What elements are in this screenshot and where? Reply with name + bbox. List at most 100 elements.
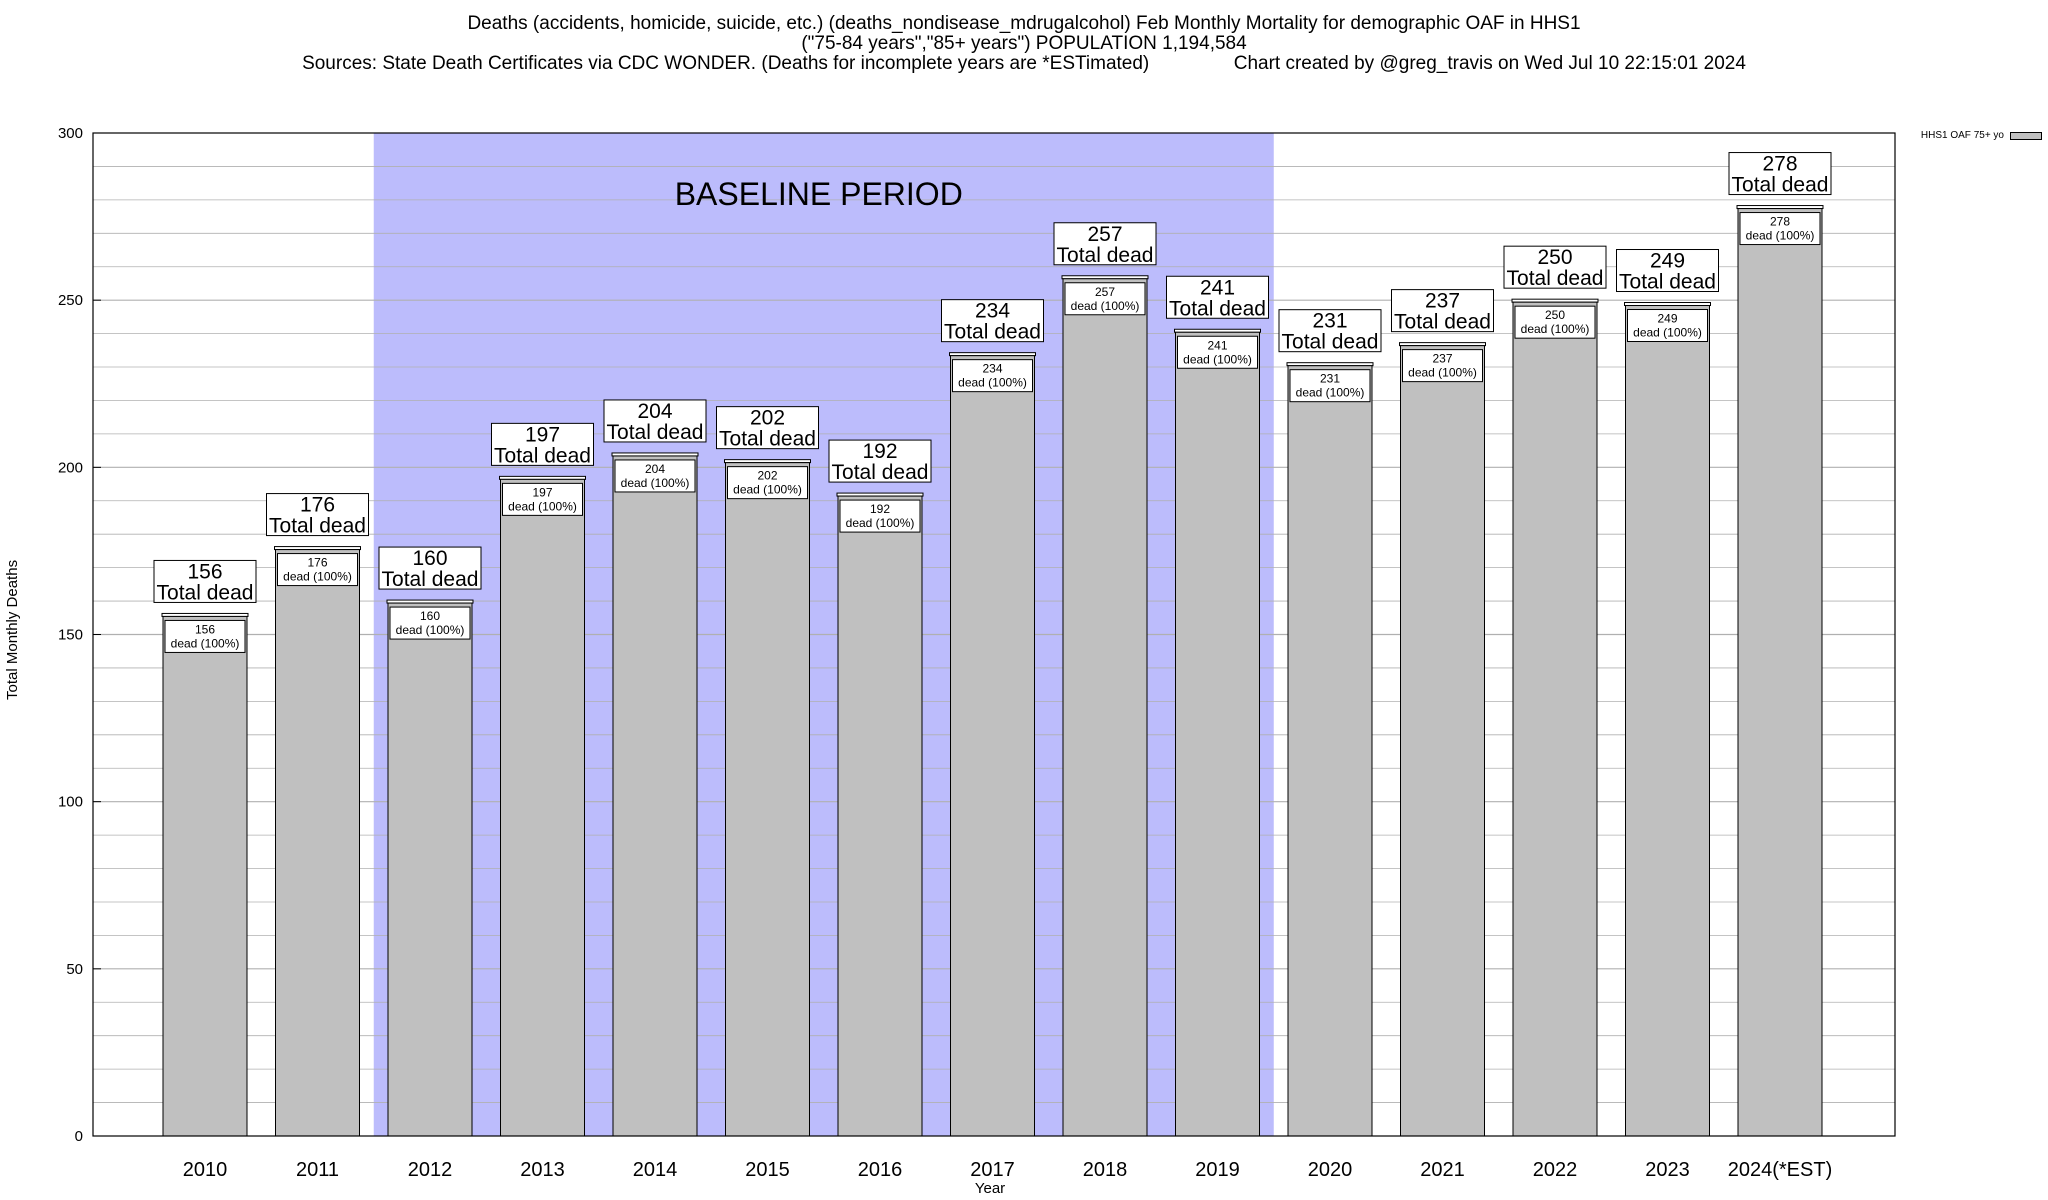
outer-label-box (491, 422, 594, 466)
legend-label: HHS1 OAF 75+ yo (1920, 130, 2004, 141)
outer-label-box (266, 493, 369, 537)
outer-label-value: 160 (412, 547, 447, 570)
bar (275, 549, 360, 1137)
inner-label-box (1627, 309, 1708, 343)
inner-label-text: dead (100%) (1408, 366, 1477, 380)
x-axis-label: Year (974, 1180, 1006, 1197)
bar (1512, 301, 1598, 1137)
outer-label-text: Total dead (607, 421, 704, 444)
inner-label-box (389, 606, 471, 640)
outer-label-value: 257 (1087, 223, 1122, 246)
outer-label-box (1616, 249, 1719, 293)
bar (725, 462, 810, 1137)
x-tick-label: 2019 (1195, 1159, 1240, 1181)
bar (950, 355, 1035, 1137)
outer-label-text: Total dead (832, 461, 929, 484)
outer-label-value: 241 (1200, 276, 1235, 299)
outer-label-value: 278 (1762, 153, 1797, 176)
inner-label-box (614, 459, 696, 493)
chart-subtitle: ("75-84 years","85+ years") POPULATION 1… (801, 33, 1247, 54)
outer-label-box (603, 399, 707, 443)
outer-label-text: Total dead (1057, 244, 1154, 267)
inner-label-value: 202 (757, 469, 777, 483)
inner-label-value: 250 (1545, 308, 1565, 322)
outer-label-value: 250 (1537, 246, 1572, 269)
bar (837, 495, 923, 1137)
inner-label-text: dead (100%) (958, 376, 1027, 390)
bar (500, 478, 585, 1137)
inner-label-box (952, 359, 1033, 393)
x-tick-label: 2010 (183, 1159, 228, 1181)
outer-label-text: Total dead (944, 321, 1041, 344)
outer-label-box (1166, 275, 1269, 319)
inner-label-box (1177, 335, 1258, 369)
inner-label-box (1514, 305, 1596, 339)
inner-label-text: dead (100%) (1633, 326, 1702, 340)
inner-label-text: dead (100%) (1296, 386, 1365, 400)
outer-label-text: Total dead (157, 581, 254, 604)
outer-label-text: Total dead (1394, 311, 1491, 334)
inner-label-text: dead (100%) (171, 636, 240, 650)
inner-label-box (277, 553, 358, 587)
outer-label-text: Total dead (382, 568, 479, 591)
y-tick-label: 100 (58, 794, 83, 811)
outer-label-box (1278, 309, 1382, 353)
inner-label-value: 234 (982, 362, 1002, 376)
x-tick-label: 2015 (745, 1159, 790, 1181)
inner-label-text: dead (100%) (1183, 352, 1252, 366)
inner-label-box (1289, 369, 1371, 403)
y-axis-label: Total Monthly Deaths (4, 559, 21, 700)
inner-label-box (727, 466, 808, 500)
outer-label-box (1391, 289, 1494, 333)
inner-label-value: 197 (532, 485, 552, 499)
x-tick-label: 2013 (520, 1159, 565, 1181)
outer-label-text: Total dead (1282, 331, 1379, 354)
outer-label-text: Total dead (719, 428, 816, 451)
inner-label-box (164, 619, 246, 653)
x-tick-label: 2011 (296, 1159, 339, 1181)
x-tick-label: 2014 (633, 1159, 678, 1181)
outer-label-text: Total dead (269, 515, 366, 538)
y-tick-label: 300 (58, 125, 83, 142)
inner-label-text: dead (100%) (508, 499, 577, 513)
bar (387, 602, 473, 1137)
bar (1737, 208, 1823, 1137)
plot-frame (92, 132, 1896, 1137)
legend-swatch (2010, 131, 2042, 140)
outer-label-value: 202 (750, 407, 785, 430)
inner-label-value: 156 (195, 622, 215, 636)
outer-label-value: 197 (525, 423, 560, 446)
inner-label-box (1739, 212, 1821, 246)
x-tick-label: 2012 (408, 1159, 453, 1181)
outer-label-text: Total dead (1169, 297, 1266, 320)
y-tick-label: 200 (58, 459, 83, 476)
bar (1625, 305, 1710, 1137)
inner-label-box (1402, 349, 1483, 383)
bar (162, 615, 248, 1137)
inner-label-text: dead (100%) (283, 570, 352, 584)
y-tick-label: 50 (66, 961, 83, 978)
bar (1062, 278, 1148, 1137)
x-tick-label: 2020 (1308, 1159, 1353, 1181)
inner-label-value: 237 (1432, 352, 1452, 366)
inner-label-text: dead (100%) (1071, 299, 1140, 313)
chart-source-line: Sources: State Death Certificates via CD… (302, 53, 1746, 74)
y-tick-label: 150 (58, 627, 83, 644)
outer-label-box (716, 406, 819, 450)
x-tick-label: 2017 (970, 1159, 1015, 1181)
outer-label-text: Total dead (1507, 267, 1604, 290)
bar (1400, 345, 1485, 1137)
x-tick-label: 2024(*EST) (1728, 1159, 1833, 1181)
inner-label-box (839, 499, 921, 533)
y-tick-label: 0 (75, 1128, 83, 1145)
inner-label-value: 176 (307, 556, 327, 570)
bar (1175, 331, 1260, 1137)
outer-label-value: 204 (637, 400, 672, 423)
inner-label-text: dead (100%) (733, 483, 802, 497)
outer-label-value: 176 (300, 494, 335, 517)
outer-label-box (828, 439, 932, 483)
bar (612, 455, 698, 1137)
inner-label-value: 241 (1207, 338, 1227, 352)
inner-label-value: 257 (1095, 285, 1115, 299)
